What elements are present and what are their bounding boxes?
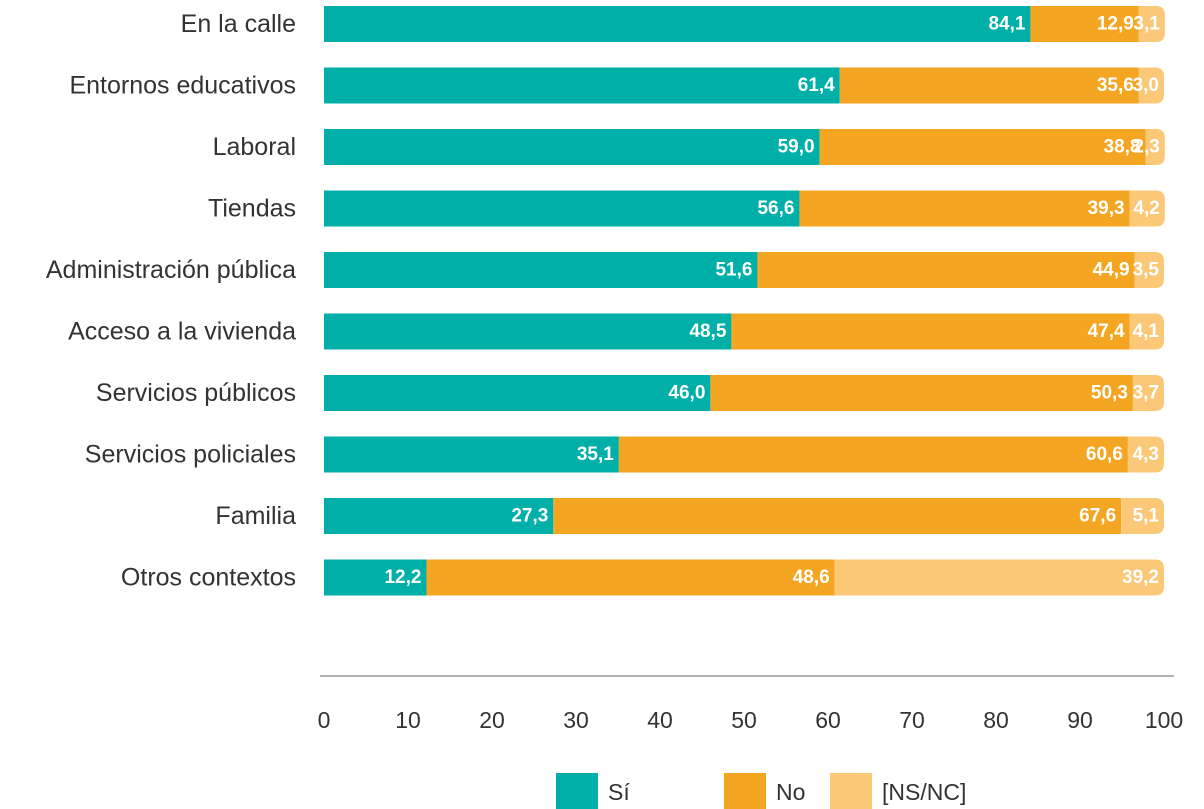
legend-label: No bbox=[776, 779, 805, 805]
data-label: 47,4 bbox=[1088, 321, 1125, 342]
bar-segment-si bbox=[324, 190, 800, 227]
data-label: 38,8 bbox=[1104, 137, 1141, 158]
bar-segment-no bbox=[553, 498, 1122, 534]
x-axis: 0 10 20 30 40 50 60 70 80 90 100 bbox=[318, 675, 1183, 733]
data-label: 60,6 bbox=[1086, 444, 1123, 465]
data-label: 48,6 bbox=[793, 567, 830, 588]
bar-segment-nsnc bbox=[1132, 375, 1164, 411]
data-label: 35,6 bbox=[1097, 75, 1134, 96]
bar-segment-nsnc bbox=[1127, 436, 1164, 473]
bars-group: En la calle 84,1 12,9 3,1 Entornos educativo… bbox=[46, 6, 1165, 596]
category-label: En la calle bbox=[181, 10, 296, 38]
category-label: Familia bbox=[215, 502, 296, 530]
x-tick-label: 40 bbox=[647, 707, 673, 733]
bar-segment-nsnc bbox=[1145, 129, 1165, 165]
category-label: Tiendas bbox=[208, 195, 296, 223]
data-label: 59,0 bbox=[778, 137, 815, 158]
x-tick-label: 30 bbox=[563, 707, 589, 733]
data-label: 44,9 bbox=[1093, 260, 1130, 281]
bar-segment-si bbox=[324, 252, 758, 288]
category-label: Administración pública bbox=[46, 256, 296, 284]
bar-segment-si bbox=[324, 6, 1031, 42]
bar-segment-nsnc bbox=[1138, 67, 1164, 104]
data-label: 39,2 bbox=[1122, 567, 1159, 588]
x-tick-label: 80 bbox=[983, 707, 1009, 733]
legend-label: [NS/NC] bbox=[882, 779, 966, 805]
data-label: 4,2 bbox=[1133, 198, 1159, 219]
data-label: 84,1 bbox=[988, 14, 1025, 35]
bar-segment-nsnc bbox=[1134, 252, 1164, 288]
data-label: 3,5 bbox=[1133, 260, 1160, 281]
bar-segment-si bbox=[324, 313, 732, 350]
bar-segment-si bbox=[324, 129, 820, 165]
data-label: 50,3 bbox=[1091, 383, 1128, 404]
x-tick-label: 70 bbox=[899, 707, 925, 733]
data-label: 5,1 bbox=[1133, 506, 1160, 527]
data-label: 56,6 bbox=[757, 198, 794, 219]
bar-segment-no bbox=[710, 375, 1133, 411]
data-label: 3,0 bbox=[1133, 75, 1159, 96]
x-tick-label: 100 bbox=[1145, 707, 1183, 733]
category-label: Otros contextos bbox=[121, 564, 296, 592]
data-label: 3,7 bbox=[1133, 383, 1159, 404]
bar-segment-si bbox=[324, 375, 711, 411]
x-tick-label: 60 bbox=[815, 707, 841, 733]
bar-segment-si bbox=[324, 559, 427, 596]
bar-segment-no bbox=[757, 252, 1135, 288]
legend-swatch bbox=[724, 773, 766, 809]
bar-segment-no bbox=[426, 559, 835, 596]
category-label: Acceso a la vivienda bbox=[68, 318, 296, 346]
data-label: 27,3 bbox=[511, 506, 548, 527]
data-label: 67,6 bbox=[1079, 506, 1116, 527]
data-label: 3,1 bbox=[1133, 14, 1160, 35]
bar-segment-nsnc bbox=[1138, 6, 1165, 42]
x-tick-label: 0 bbox=[318, 707, 331, 733]
category-label: Servicios policiales bbox=[85, 441, 296, 469]
bar-segment-nsnc bbox=[1121, 498, 1164, 534]
legend-label: Sí bbox=[608, 779, 630, 805]
bar-segment-no bbox=[618, 436, 1128, 473]
legend: Sí No [NS/NC] bbox=[556, 773, 966, 809]
x-tick-label: 50 bbox=[731, 707, 757, 733]
data-label: 2,3 bbox=[1133, 137, 1159, 158]
legend-swatch bbox=[830, 773, 872, 809]
bar-segment-no bbox=[731, 313, 1130, 350]
category-label: Servicios públicos bbox=[96, 379, 296, 407]
bar-segment-nsnc bbox=[1129, 313, 1164, 350]
data-label: 12,2 bbox=[384, 567, 421, 588]
bar-segment-nsnc bbox=[834, 559, 1164, 596]
data-label: 12,9 bbox=[1097, 14, 1134, 35]
bar-segment-nsnc bbox=[1129, 190, 1165, 227]
x-tick-label: 20 bbox=[479, 707, 505, 733]
data-label: 4,1 bbox=[1133, 321, 1160, 342]
data-label: 61,4 bbox=[798, 75, 835, 96]
data-label: 4,3 bbox=[1133, 444, 1159, 465]
bar-segment-no bbox=[819, 129, 1146, 165]
bar-segment-no bbox=[1030, 6, 1139, 42]
bar-segment-si bbox=[324, 67, 840, 104]
data-label: 51,6 bbox=[715, 260, 752, 281]
data-label: 39,3 bbox=[1088, 198, 1125, 219]
data-label: 48,5 bbox=[689, 321, 726, 342]
bar-segment-no bbox=[839, 67, 1139, 104]
bar-segment-no bbox=[799, 190, 1130, 227]
category-label: Laboral bbox=[213, 133, 296, 161]
legend-swatch bbox=[556, 773, 598, 809]
bar-segment-si bbox=[324, 498, 554, 534]
data-label: 46,0 bbox=[668, 383, 705, 404]
x-tick-label: 90 bbox=[1067, 707, 1093, 733]
bar-segment-si bbox=[324, 436, 619, 473]
data-label: 35,1 bbox=[577, 444, 614, 465]
x-tick-label: 10 bbox=[395, 707, 421, 733]
category-label: Entornos educativos bbox=[69, 72, 296, 100]
